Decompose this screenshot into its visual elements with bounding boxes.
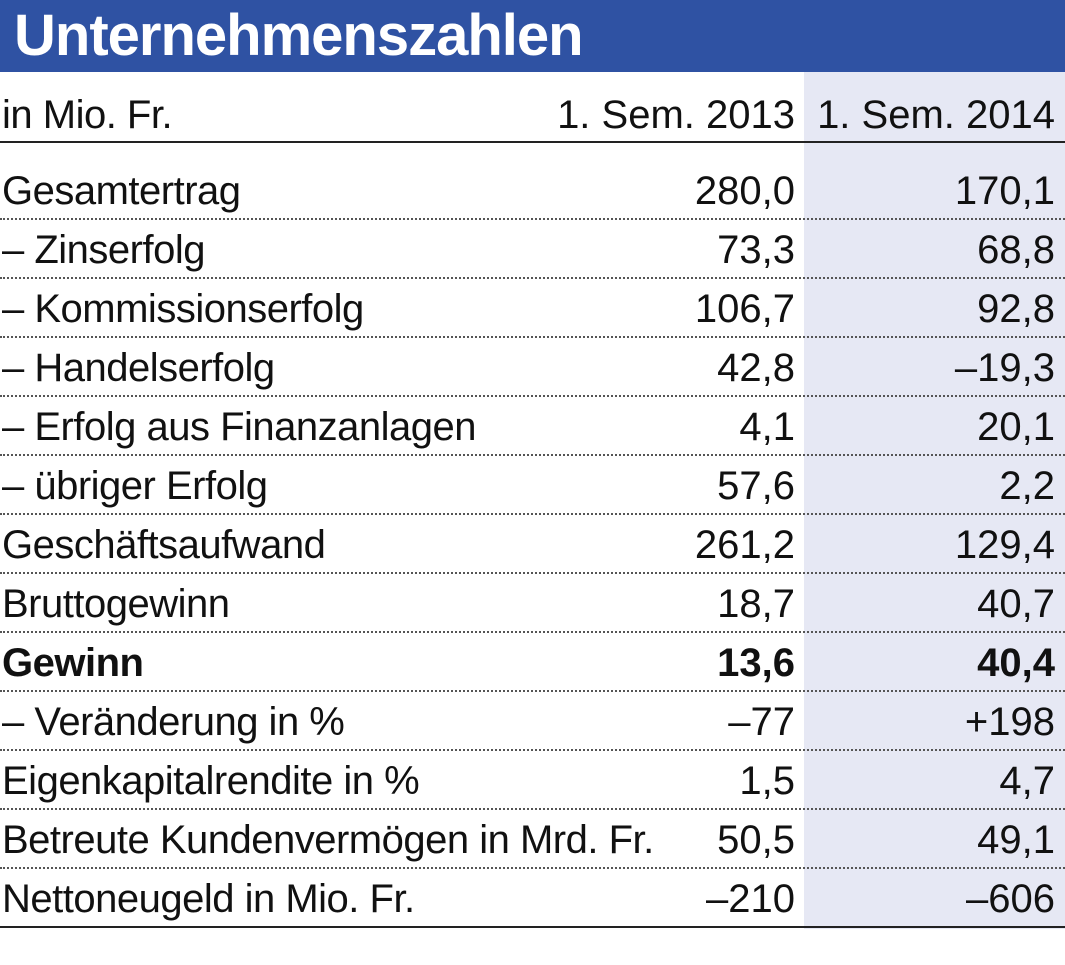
value-2013: –77 [728,700,795,744]
row-label: Betreute Kundenvermögen in Mrd. Fr. [2,818,654,862]
row-label: Nettoneugeld in Mio. Fr. [2,877,415,921]
row-divider [0,395,1065,397]
value-2014: 2,2 [999,464,1055,508]
table-title: Unternehmenszahlen [14,3,584,68]
row-divider [0,572,1065,574]
table-row: – Kommissionserfolg 106,7 92,8 [0,280,1065,338]
value-2014: 129,4 [954,523,1055,567]
header-row: in Mio. Fr. 1. Sem. 2013 1. Sem. 2014 [0,86,1065,144]
table-row: Gesamtertrag 280,0 170,1 [0,162,1065,220]
table-row: Geschäftsaufwand 261,2 129,4 [0,516,1065,574]
row-divider [0,336,1065,338]
value-2013: 13,6 [717,641,795,685]
table-row: Betreute Kundenvermögen in Mrd. Fr. 50,5 4… [0,811,1065,869]
value-2014: 4,7 [999,759,1055,803]
value-2014: 92,8 [977,287,1055,331]
highlight-column-2014 [804,72,1065,929]
value-2014: 40,7 [977,582,1055,626]
value-2013: 1,5 [739,759,795,803]
row-label: Gesamtertrag [2,169,241,213]
table-row: Nettoneugeld in Mio. Fr. –210 –606 [0,870,1065,928]
value-2013: 73,3 [717,228,795,272]
row-label: Bruttogewinn [2,582,230,626]
table-bottom-rule [0,926,1065,928]
row-label: – Handelserfolg [2,346,275,390]
row-label: Gewinn [2,641,144,685]
row-label: – Kommissionserfolg [2,287,364,331]
title-bar: Unternehmenszahlen [0,0,1065,72]
table-row: Gewinn 13,6 40,4 [0,634,1065,692]
column-header-2014: 1. Sem. 2014 [817,93,1055,137]
value-2013: 4,1 [739,405,795,449]
value-2014: 170,1 [954,169,1055,213]
row-label: Eigenkapitalrendite in % [2,759,420,803]
value-2014: –606 [966,877,1055,921]
table-row: Eigenkapitalrendite in % 1,5 4,7 [0,752,1065,810]
table-row: Bruttogewinn 18,7 40,7 [0,575,1065,633]
value-2014: –19,3 [954,346,1055,390]
row-label: Geschäftsaufwand [2,523,326,567]
row-divider [0,808,1065,810]
row-divider [0,690,1065,692]
value-2013: 106,7 [694,287,795,331]
row-divider [0,277,1065,279]
column-header-2013: 1. Sem. 2013 [557,93,795,137]
row-label: – Zinserfolg [2,228,205,272]
value-2014: 68,8 [977,228,1055,272]
row-label: – übriger Erfolg [2,464,268,508]
row-divider [0,749,1065,751]
value-2013: 50,5 [717,818,795,862]
row-divider [0,867,1065,869]
unit-label: in Mio. Fr. [2,93,173,137]
row-divider [0,218,1065,220]
value-2014: 40,4 [977,641,1055,685]
value-2014: 20,1 [977,405,1055,449]
row-label: – Veränderung in % [2,700,345,744]
table-row: – Veränderung in % –77 +198 [0,693,1065,751]
value-2013: –210 [706,877,795,921]
value-2014: 49,1 [977,818,1055,862]
table-row: – Zinserfolg 73,3 68,8 [0,221,1065,279]
value-2013: 280,0 [694,169,795,213]
value-2013: 42,8 [717,346,795,390]
row-divider [0,513,1065,515]
row-divider [0,631,1065,633]
table-row: – Erfolg aus Finanzanlagen 4,1 20,1 [0,398,1065,456]
value-2014: +198 [964,700,1055,744]
value-2013: 57,6 [717,464,795,508]
table-row: – übriger Erfolg 57,6 2,2 [0,457,1065,515]
row-label: – Erfolg aus Finanzanlagen [2,405,477,449]
header-divider [0,141,1065,143]
row-divider [0,454,1065,456]
table-row: – Handelserfolg 42,8 –19,3 [0,339,1065,397]
value-2013: 261,2 [694,523,795,567]
value-2013: 18,7 [717,582,795,626]
